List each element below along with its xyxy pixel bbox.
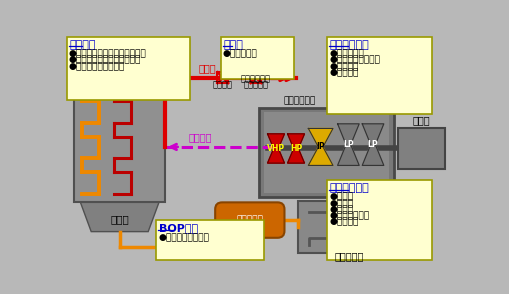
Text: 発電機: 発電機 [412,115,430,125]
Polygon shape [308,128,332,166]
Text: ●プラント構成: ●プラント構成 [328,211,369,220]
Bar [297,201,401,253]
Text: ●信頼性: ●信頼性 [328,199,352,208]
Bar [71,44,168,54]
Polygon shape [287,134,304,163]
Text: LP: LP [343,140,353,149]
Text: VHP: VHP [266,144,285,153]
Text: ●高温過熱器と高温再熱器材料: ●高温過熱器と高温再熱器材料 [69,50,146,59]
Text: 給水加熱器: 給水加熱器 [236,216,263,225]
Bar [326,37,431,114]
Text: ●高圧、高温化対応: ●高圧、高温化対応 [158,233,209,242]
Text: 再熱蒸気弁: 再熱蒸気弁 [243,80,268,89]
Text: コンデンサ: コンデンサ [334,251,363,261]
Text: ●耐高温材料: ●耐高温材料 [328,50,363,59]
Bar [263,112,388,193]
Bar [67,37,189,100]
Bar [259,108,393,197]
Text: 全体システム: 全体システム [329,183,369,193]
Polygon shape [361,124,383,166]
Text: ●経済性: ●経済性 [328,193,352,202]
FancyBboxPatch shape [215,202,284,238]
Text: ●耐高温材料: ●耐高温材料 [222,50,257,59]
Text: ●冷却構造: ●冷却構造 [328,62,358,71]
Text: ボイラー: ボイラー [70,40,96,50]
Text: ●熱交換部の配置構成: ●熱交換部の配置構成 [69,62,125,71]
Bar [74,52,165,202]
Text: ボイラ: ボイラ [110,214,129,224]
Text: ●運用性: ●運用性 [328,205,352,214]
Text: ●発電効率: ●発電効率 [328,218,358,226]
Text: 主蒸気: 主蒸気 [199,63,216,73]
Text: 蒸気タービン: 蒸気タービン [283,96,316,105]
Text: 再熱蒸気: 再熱蒸気 [188,132,211,142]
Bar [250,72,261,83]
Text: 蒸気タービン: 蒸気タービン [329,40,369,50]
Bar [220,37,294,79]
Bar [156,220,263,260]
Bar [217,72,228,83]
Text: HP: HP [289,144,301,153]
Text: 主蒸気弁: 主蒸気弁 [212,80,232,89]
Bar [326,180,431,260]
Bar [397,128,444,169]
Text: BOP機器: BOP機器 [159,223,197,233]
Text: 蒸気弁: 蒸気弁 [223,40,243,50]
Text: ●異列性能: ●異列性能 [328,68,358,77]
Text: ●主蒸気＆再熱蒸気配管材料: ●主蒸気＆再熱蒸気配管材料 [69,56,141,65]
Polygon shape [80,202,159,232]
Polygon shape [337,124,358,166]
Text: 蒸気タービン: 蒸気タービン [240,74,270,83]
Text: LP: LP [367,140,378,149]
Text: IP: IP [316,142,324,151]
Text: ●タービン内部構造: ●タービン内部構造 [328,56,379,65]
Polygon shape [267,134,284,163]
